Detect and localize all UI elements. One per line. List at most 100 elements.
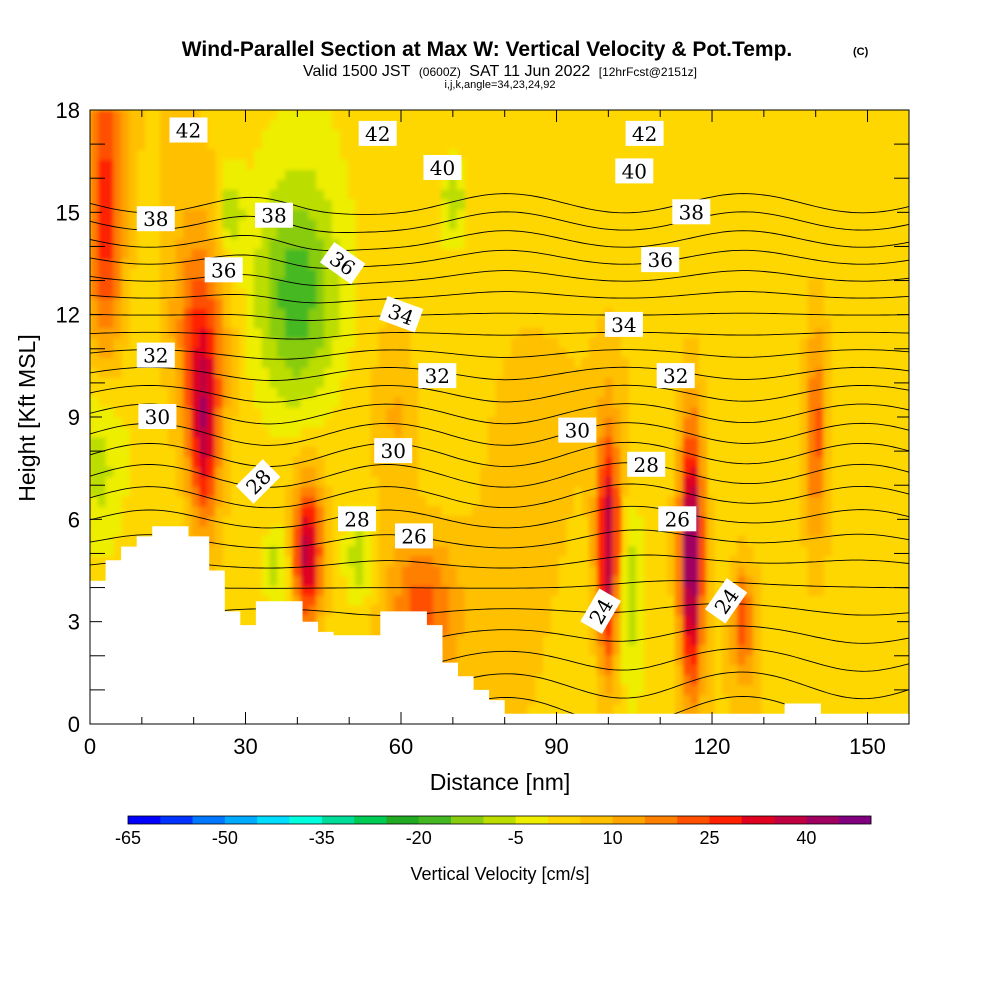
velocity-cell <box>207 377 216 388</box>
velocity-cell <box>706 674 715 685</box>
velocity-cell <box>285 525 294 537</box>
velocity-cell <box>105 506 114 517</box>
velocity-cell <box>277 159 286 171</box>
velocity-cell <box>565 486 575 497</box>
velocity-cell <box>550 535 559 547</box>
velocity-cell <box>526 337 536 349</box>
velocity-cell <box>698 456 707 468</box>
velocity-cell <box>339 228 348 240</box>
velocity-cell <box>168 308 177 319</box>
velocity-cell <box>433 516 442 527</box>
velocity-cell <box>675 634 684 646</box>
velocity-cell <box>285 357 294 369</box>
velocity-cell <box>324 397 333 408</box>
velocity-cell <box>503 486 512 497</box>
velocity-cell <box>183 456 192 468</box>
velocity-cell <box>183 506 192 517</box>
velocity-cell <box>300 486 309 497</box>
velocity-cell <box>160 377 169 388</box>
velocity-cell <box>331 209 341 220</box>
velocity-cell <box>175 407 185 418</box>
velocity-cell <box>472 605 481 616</box>
velocity-cell <box>253 357 263 369</box>
colorbar-tick-label: 40 <box>796 828 816 848</box>
velocity-cell <box>129 218 138 230</box>
velocity-cell <box>207 516 216 527</box>
velocity-cell <box>519 575 528 586</box>
velocity-cell <box>90 308 99 319</box>
velocity-cell <box>441 179 450 190</box>
theta-contour-line <box>90 211 909 233</box>
velocity-cell <box>316 407 325 418</box>
velocity-cell <box>604 644 614 656</box>
velocity-cell <box>448 555 458 567</box>
velocity-cell <box>277 426 286 438</box>
velocity-cell <box>285 397 294 408</box>
velocity-cell <box>698 694 707 705</box>
velocity-cell <box>534 535 543 547</box>
velocity-cell <box>207 535 216 547</box>
velocity-cell <box>269 179 278 190</box>
velocity-cell <box>612 654 621 666</box>
velocity-cell <box>300 476 309 487</box>
velocity-cell <box>105 496 114 507</box>
velocity-cell <box>300 139 309 151</box>
velocity-cell <box>550 446 559 458</box>
velocity-cell <box>261 347 270 359</box>
velocity-cell <box>519 397 528 408</box>
velocity-cell <box>113 516 122 527</box>
velocity-cell <box>269 357 278 369</box>
velocity-cell <box>394 516 403 527</box>
velocity-cell <box>534 397 543 408</box>
velocity-cell <box>230 238 239 250</box>
velocity-cell <box>214 446 224 458</box>
velocity-cell <box>347 535 356 547</box>
velocity-cell <box>690 436 699 448</box>
velocity-cell <box>105 209 114 220</box>
velocity-cell <box>121 486 130 497</box>
velocity-cell <box>269 159 278 171</box>
velocity-cell <box>526 684 536 695</box>
velocity-cell <box>207 288 216 299</box>
velocity-cell <box>97 476 107 487</box>
velocity-cell <box>324 545 333 557</box>
velocity-cell <box>121 129 130 141</box>
velocity-cell <box>207 426 216 438</box>
velocity-cell <box>433 605 442 616</box>
velocity-cell <box>347 248 356 260</box>
velocity-cell <box>300 496 309 507</box>
velocity-cell <box>417 555 426 567</box>
velocity-cell <box>604 377 614 388</box>
velocity-cell <box>300 268 309 279</box>
velocity-cell <box>199 367 208 378</box>
velocity-cell <box>105 357 114 369</box>
velocity-cell <box>464 664 473 676</box>
velocity-cell <box>324 317 333 329</box>
velocity-cell <box>807 298 816 309</box>
velocity-cell <box>261 317 270 329</box>
velocity-cell <box>199 516 208 527</box>
velocity-cell <box>246 268 255 279</box>
velocity-cell <box>495 407 504 418</box>
velocity-cell <box>292 248 302 260</box>
velocity-cell <box>160 159 169 171</box>
velocity-cell <box>690 407 699 418</box>
velocity-cell <box>160 317 169 329</box>
colorbar-swatch <box>289 816 323 824</box>
velocity-cell <box>308 337 317 349</box>
velocity-cell <box>565 456 575 468</box>
velocity-cell <box>456 565 465 577</box>
velocity-cell <box>526 565 536 577</box>
velocity-cell <box>604 347 614 359</box>
velocity-cell <box>292 525 302 537</box>
velocity-cell <box>222 327 231 339</box>
velocity-cell <box>597 496 606 507</box>
velocity-cell <box>308 407 317 418</box>
velocity-cell <box>487 535 497 547</box>
velocity-cell <box>105 228 114 240</box>
velocity-cell <box>558 347 567 359</box>
velocity-cell <box>300 397 309 408</box>
theta-contour-label: 30 <box>558 417 597 443</box>
velocity-cell <box>456 644 465 656</box>
velocity-cell <box>815 436 824 448</box>
